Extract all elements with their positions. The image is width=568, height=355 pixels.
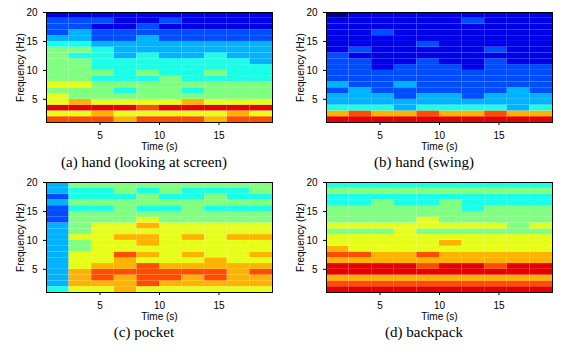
svg-text:20: 20 [306,177,318,188]
svg-text:10: 10 [306,235,318,246]
svg-text:5: 5 [377,130,383,141]
html-text:(c) pocket: (c) pocket [113,324,175,340]
svg-text:5: 5 [312,264,318,275]
svg-text:Frequency (Hz): Frequency (Hz) [295,33,306,102]
svg-text:5: 5 [32,264,38,275]
svg-text:20: 20 [306,7,318,18]
svg-text:15: 15 [26,206,38,217]
svg-text:10: 10 [154,300,166,311]
svg-text:5: 5 [377,300,383,311]
svg-text:15: 15 [213,130,225,141]
svg-text:15: 15 [493,130,505,141]
svg-text:Frequency (Hz): Frequency (Hz) [15,203,26,272]
svg-text:5: 5 [97,130,103,141]
svg-text:10: 10 [434,300,446,311]
svg-text:5: 5 [312,94,318,105]
svg-text:10: 10 [26,65,38,76]
html-text:(a) hand (looking at screen): (a) hand (looking at screen) [61,154,227,170]
svg-text:5: 5 [32,94,38,105]
html-text:(b) hand (swing): (b) hand (swing) [374,154,474,170]
svg-text:Time (s): Time (s) [141,141,177,152]
svg-text:Frequency (Hz): Frequency (Hz) [295,203,306,272]
svg-text:5: 5 [97,300,103,311]
svg-text:20: 20 [26,177,38,188]
svg-text:10: 10 [306,65,318,76]
svg-text:10: 10 [26,235,38,246]
svg-text:Time (s): Time (s) [141,311,177,322]
svg-text:10: 10 [154,130,166,141]
svg-text:15: 15 [306,206,318,217]
svg-text:15: 15 [213,300,225,311]
svg-text:20: 20 [26,7,38,18]
svg-text:10: 10 [434,130,446,141]
svg-text:15: 15 [493,300,505,311]
svg-text:Time (s): Time (s) [421,311,457,322]
svg-text:15: 15 [306,36,318,47]
svg-text:15: 15 [26,36,38,47]
svg-text:Time (s): Time (s) [421,141,457,152]
html-text:(d) backpack: (d) backpack [385,324,463,340]
svg-text:Frequency (Hz): Frequency (Hz) [15,33,26,102]
